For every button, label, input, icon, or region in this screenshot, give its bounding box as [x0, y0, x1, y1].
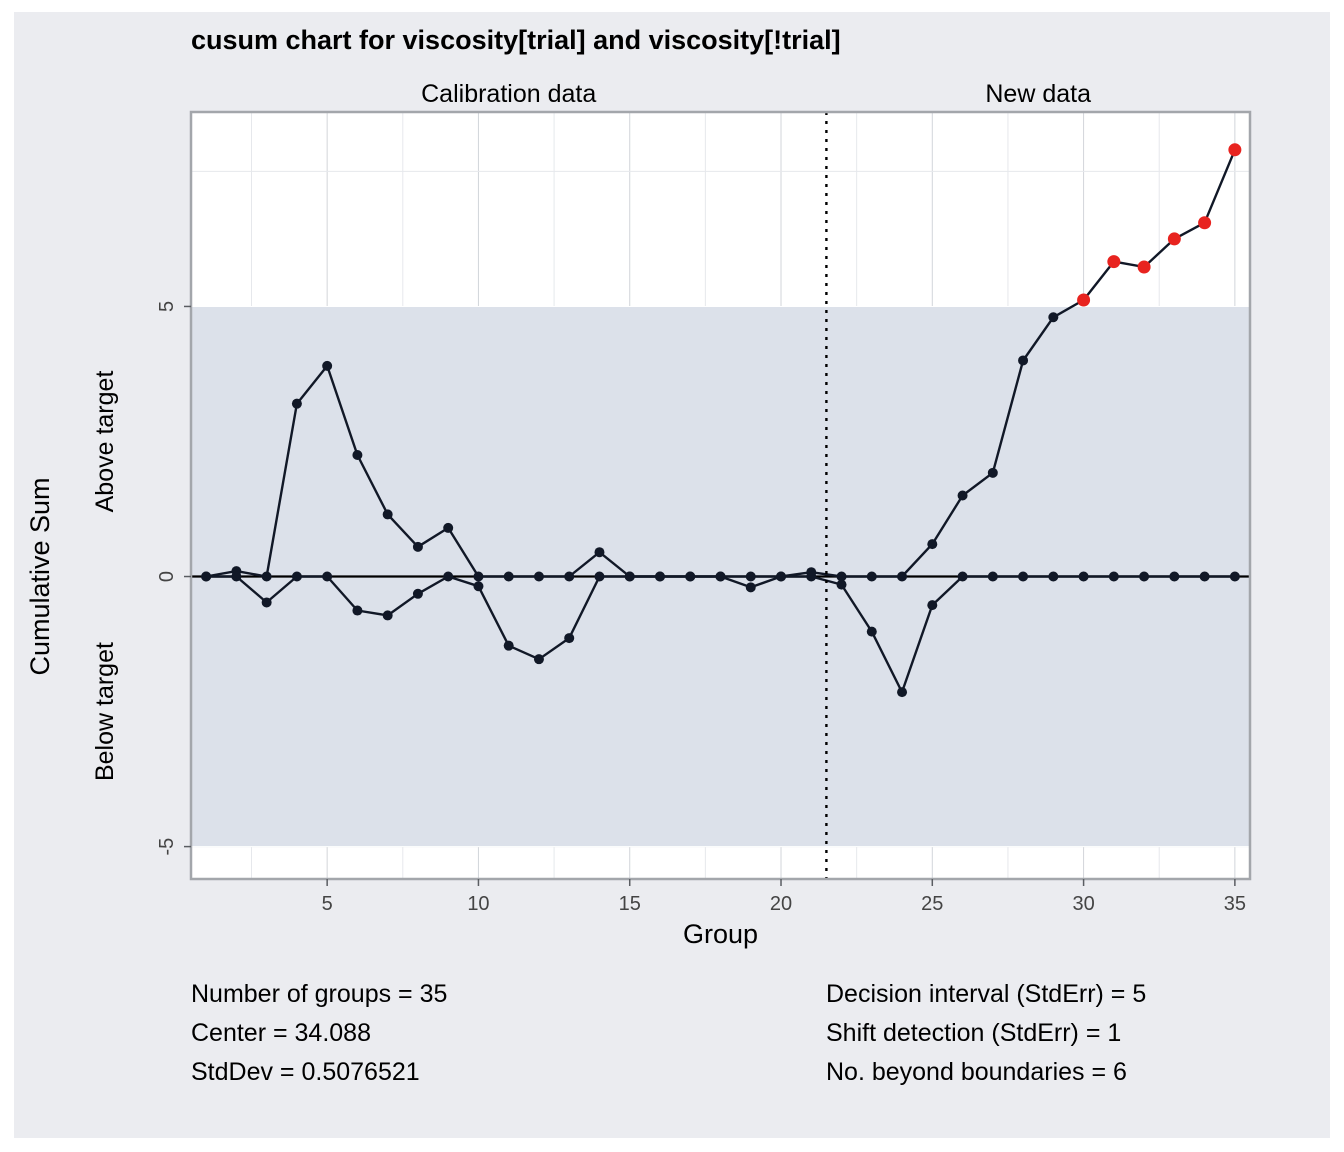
- data-point: [836, 579, 847, 590]
- stat-beyond-boundaries: No. beyond boundaries = 6: [826, 1058, 1127, 1086]
- data-point: [533, 654, 544, 665]
- y-axis-title: Cumulative Sum: [25, 477, 55, 675]
- data-point: [654, 571, 665, 582]
- data-point: [443, 571, 454, 582]
- x-tick-label: 5: [322, 893, 333, 915]
- data-point: [897, 571, 908, 582]
- data-point: [322, 360, 333, 371]
- data-point: [745, 571, 756, 582]
- violation-point: [1167, 232, 1181, 246]
- x-tick-label: 35: [1224, 893, 1246, 915]
- violation-point: [1107, 255, 1121, 269]
- data-point: [806, 571, 817, 582]
- data-point: [503, 640, 514, 651]
- data-point: [1229, 571, 1240, 582]
- y-tick-label: 5: [156, 301, 178, 312]
- x-tick-label: 25: [921, 893, 943, 915]
- above-target-label: Above target: [91, 371, 119, 513]
- violation-point: [1077, 293, 1091, 307]
- data-point: [1048, 312, 1059, 323]
- plot-frame: [189, 110, 1252, 881]
- data-point: [1199, 571, 1210, 582]
- stat-number-of-groups: Number of groups = 35: [191, 980, 448, 1008]
- x-tick-label: 15: [619, 893, 641, 915]
- section-label-new: New data: [985, 80, 1091, 108]
- data-point: [291, 398, 302, 409]
- y-tick-label: -5: [156, 838, 178, 856]
- data-point: [897, 687, 908, 698]
- data-point: [957, 490, 968, 501]
- violation-point: [1198, 216, 1212, 230]
- data-point: [352, 449, 363, 460]
- data-point: [352, 605, 363, 616]
- data-point: [1018, 355, 1029, 366]
- data-point: [1108, 571, 1119, 582]
- data-point: [382, 610, 393, 621]
- x-tick-label: 20: [770, 893, 792, 915]
- cusum-chart: 5 10 15 20 25 30 35 -5 0 5 cusum chart for viscosi…: [25, 25, 1252, 949]
- data-point: [745, 582, 756, 593]
- data-point: [836, 571, 847, 582]
- violation-point: [1137, 260, 1151, 274]
- data-point: [412, 588, 423, 599]
- x-tick-label: 10: [467, 893, 489, 915]
- stat-shift-detection: Shift detection (StdErr) = 1: [826, 1019, 1122, 1047]
- data-point: [866, 571, 877, 582]
- data-point: [624, 571, 635, 582]
- x-tick-label: 30: [1072, 893, 1094, 915]
- data-point: [533, 571, 544, 582]
- data-point: [261, 597, 272, 608]
- data-point: [231, 571, 242, 582]
- below-target-label: Below target: [91, 642, 119, 781]
- data-point: [382, 509, 393, 520]
- data-point: [685, 571, 696, 582]
- stat-center: Center = 34.088: [191, 1019, 371, 1047]
- x-axis-title: Group: [683, 919, 758, 949]
- y-tick-label: 0: [156, 571, 178, 582]
- data-point: [1018, 571, 1029, 582]
- data-point: [594, 571, 605, 582]
- stat-decision-interval: Decision interval (StdErr) = 5: [826, 980, 1147, 1008]
- data-point: [987, 467, 998, 478]
- data-point: [412, 541, 423, 552]
- data-point: [987, 571, 998, 582]
- data-point: [322, 571, 333, 582]
- data-point: [1048, 571, 1059, 582]
- data-point: [291, 571, 302, 582]
- data-point: [1078, 571, 1089, 582]
- data-point: [473, 571, 484, 582]
- data-point: [776, 571, 787, 582]
- data-point: [473, 581, 484, 592]
- data-point: [1139, 571, 1150, 582]
- data-point: [594, 547, 605, 558]
- data-point: [715, 571, 726, 582]
- data-point: [503, 571, 514, 582]
- chart-title: cusum chart for viscosity[trial] and vis…: [191, 25, 841, 55]
- data-point: [564, 633, 575, 644]
- chart-panel: 5 10 15 20 25 30 35 -5 0 5 cusum chart for viscosi…: [14, 12, 1330, 1138]
- section-label-calibration: Calibration data: [421, 80, 596, 108]
- stat-stddev: StdDev = 0.5076521: [191, 1058, 420, 1086]
- data-point: [927, 539, 938, 550]
- data-point: [1169, 571, 1180, 582]
- data-point: [261, 571, 272, 582]
- violation-point: [1228, 143, 1242, 157]
- data-point: [927, 600, 938, 611]
- data-point: [564, 571, 575, 582]
- data-point: [443, 522, 454, 533]
- data-point: [201, 571, 212, 582]
- data-point: [957, 571, 968, 582]
- data-point: [866, 626, 877, 637]
